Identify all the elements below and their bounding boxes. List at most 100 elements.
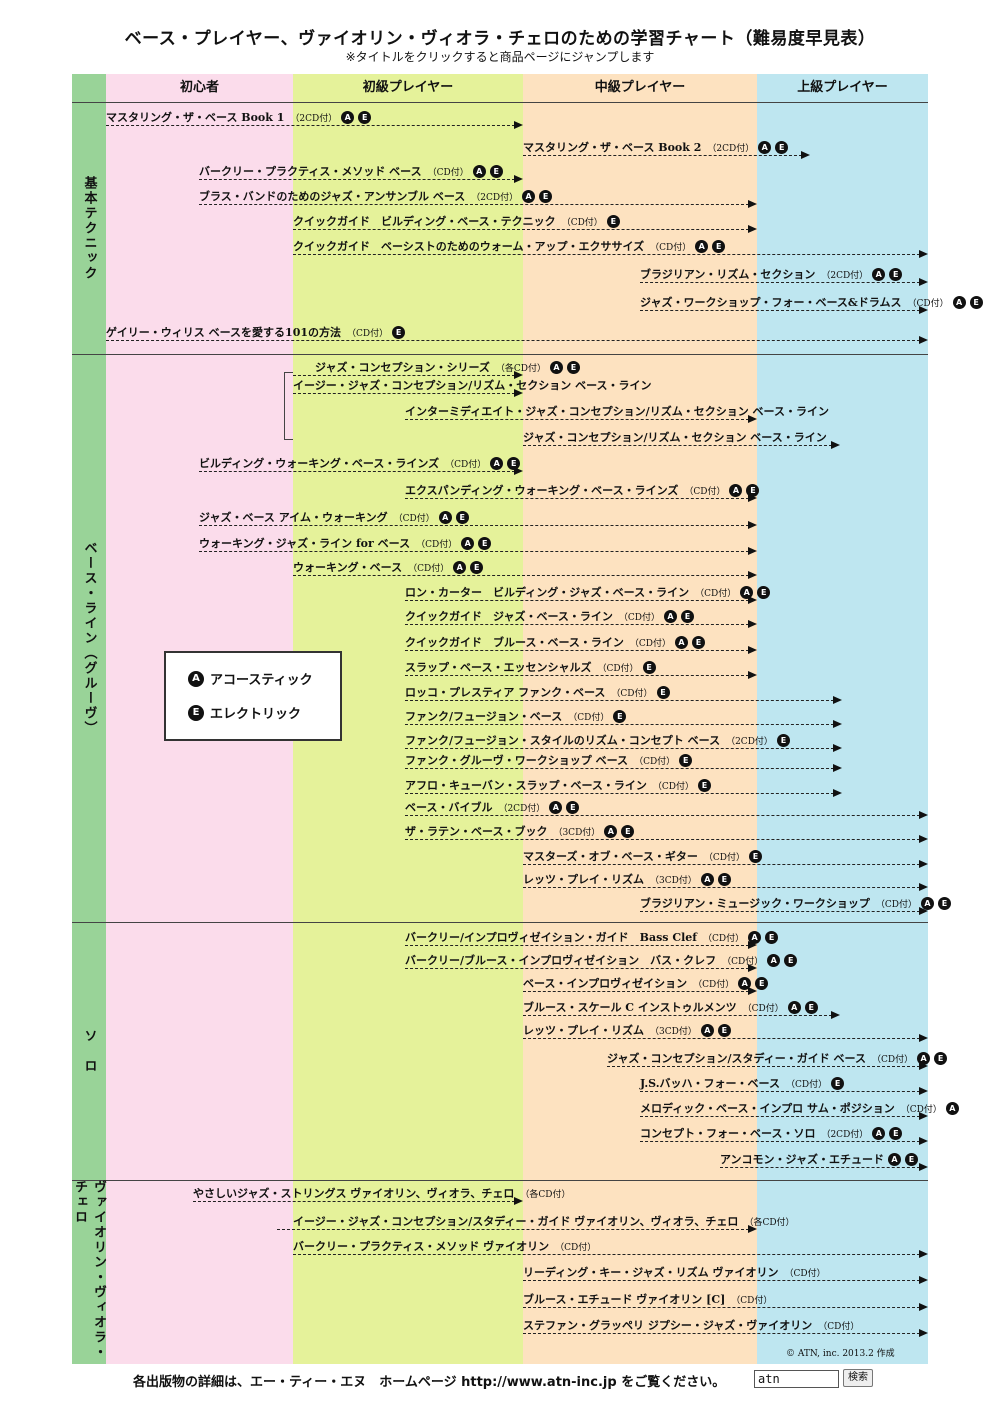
book-row[interactable]: クイックガイド ブルース・ベース・ライン （CD付） A E (405, 633, 757, 657)
book-title-link[interactable]: ベース・インプロヴィゼイション （CD付） A E (523, 975, 769, 991)
book-row[interactable]: ジャズ・ベース アイム・ウォーキング （CD付） A E (199, 508, 757, 532)
book-title[interactable]: ステファン・グラッペリ ジプシー・ジャズ・ヴァイオリン (523, 1319, 813, 1332)
book-row[interactable]: ビルディング・ウォーキング・ベース・ラインズ （CD付） A E (199, 454, 523, 478)
book-title[interactable]: バークリー/インプロヴィゼイション・ガイド Bass Clef (405, 931, 697, 944)
book-title[interactable]: マスタリング・ザ・ベース Book 2 (523, 141, 702, 154)
book-title-link[interactable]: ビルディング・ウォーキング・ベース・ラインズ （CD付） A E (199, 455, 521, 471)
book-title[interactable]: スラップ・ベース・エッセンシャルズ (405, 661, 592, 674)
book-title[interactable]: イージー・ジャズ・コンセプション/リズム・セクション ベース・ライン (293, 379, 652, 392)
book-row[interactable]: J.S.バッハ・フォー・ベース （CD付） E (640, 1074, 928, 1098)
book-title[interactable]: ロッコ・プレスティア ファンク・ベース (405, 686, 606, 699)
book-row[interactable]: ブラジリアン・ミュージック・ワークショップ （CD付） A E (640, 894, 952, 918)
book-row[interactable]: ウォーキング・ベース （CD付） A E (293, 558, 757, 582)
book-title-link[interactable]: インターミディエイト・ジャズ・コンセプション/リズム・セクション ベース・ライン (405, 403, 829, 419)
book-title[interactable]: レッツ・プレイ・リズム (523, 1024, 644, 1037)
book-row[interactable]: コンセプト・フォー・ベース・ソロ （2CD付） A E (640, 1124, 928, 1148)
book-title[interactable]: インターミディエイト・ジャズ・コンセプション/リズム・セクション ベース・ライン (405, 405, 829, 418)
book-title[interactable]: J.S.バッハ・フォー・ベース (640, 1077, 781, 1090)
book-row[interactable]: ジャズ・ワークショップ・フォー・ベース&ドラムス （CD付） A E (640, 293, 983, 317)
book-title-link[interactable]: ジャズ・コンセプション/リズム・セクション ベース・ライン (523, 429, 827, 445)
book-title-link[interactable]: コンセプト・フォー・ベース・ソロ （2CD付） A E (640, 1125, 903, 1141)
book-title[interactable]: アンコモン・ジャズ・エチュード (720, 1153, 885, 1166)
book-row[interactable]: ジャズ・コンセプション・シリーズ （各CD付） A E (293, 358, 581, 382)
book-row[interactable]: バークリー・プラクティス・メソッド ベース （CD付） A E (199, 162, 523, 186)
book-row[interactable]: インターミディエイト・ジャズ・コンセプション/リズム・セクション ベース・ライン (405, 402, 829, 426)
book-row[interactable]: ファンク/フュージョン・ベース （CD付） E (405, 707, 842, 731)
book-title[interactable]: ファンク/フュージョン・スタイルのリズム・コンセプト ベース (405, 734, 721, 747)
book-title-link[interactable]: クイックガイド ジャズ・ベース・ライン （CD付） A E (405, 608, 695, 624)
book-title[interactable]: ジャズ・ワークショップ・フォー・ベース&ドラムス (640, 296, 902, 309)
book-title[interactable]: ブラジリアン・ミュージック・ワークショップ (640, 897, 870, 910)
book-title-link[interactable]: クイックガイド ビルディング・ベース・テクニック （CD付） E (293, 213, 620, 229)
book-title-link[interactable]: ファンク・グルーヴ・ワークショップ ベース （CD付） E (405, 752, 693, 768)
book-row[interactable]: エクスパンディング・ウォーキング・ベース・ラインズ （CD付） A E (405, 481, 760, 505)
book-title-link[interactable]: バークリー/ブルース・インプロヴィゼイション バス・クレフ （CD付） A E (405, 952, 798, 968)
book-title-link[interactable]: マスタリング・ザ・ベース Book 1 （2CD付） A E (106, 109, 372, 125)
book-title[interactable]: ザ・ラテン・ベース・ブック (405, 825, 548, 838)
book-title[interactable]: ブルース・エチュード ヴァイオリン [C] (523, 1293, 726, 1306)
book-row[interactable]: ブルース・エチュード ヴァイオリン [C] （CD付） (523, 1290, 928, 1314)
book-row[interactable]: バークリー/インプロヴィゼイション・ガイド Bass Clef （CD付） A E (405, 928, 779, 952)
book-title-link[interactable]: ファンク/フュージョン・ベース （CD付） E (405, 708, 627, 724)
book-row[interactable]: リーディング・キー・ジャズ・リズム ヴァイオリン （CD付） (523, 1263, 928, 1287)
book-title[interactable]: バークリー/ブルース・インプロヴィゼイション バス・クレフ (405, 954, 717, 967)
book-row[interactable]: ブラジリアン・リズム・セクション （2CD付） A E (640, 265, 928, 289)
book-title[interactable]: マスターズ・オブ・ベース・ギター (523, 850, 698, 863)
book-title-link[interactable]: ザ・ラテン・ベース・ブック （3CD付） A E (405, 823, 635, 839)
book-title-link[interactable]: ブラジリアン・ミュージック・ワークショップ （CD付） A E (640, 895, 952, 911)
book-title[interactable]: ビルディング・ウォーキング・ベース・ラインズ (199, 457, 440, 470)
search-input[interactable]: atn (754, 1370, 839, 1388)
book-row[interactable]: ザ・ラテン・ベース・ブック （3CD付） A E (405, 822, 928, 846)
book-row[interactable]: クイックガイド ベーシストのためのウォーム・アップ・エクササイズ （CD付） A E (293, 237, 928, 261)
book-title[interactable]: ロン・カーター ビルディング・ジャズ・ベース・ライン (405, 586, 690, 599)
book-row[interactable]: イージー・ジャズ・コンセプション/スタディー・ガイド ヴァイオリン、ヴィオラ、チ… (277, 1212, 795, 1236)
book-title-link[interactable]: ジャズ・コンセプション/スタディー・ガイド ベース （CD付） A E (607, 1050, 948, 1066)
book-title[interactable]: メロディック・ベース・インプロ サム・ポジション (640, 1102, 895, 1115)
book-title[interactable]: ウォーキング・ベース (293, 561, 403, 574)
book-row[interactable]: アンコモン・ジャズ・エチュード A E (720, 1150, 928, 1174)
book-title-link[interactable]: エクスパンディング・ウォーキング・ベース・ラインズ （CD付） A E (405, 482, 760, 498)
book-title-link[interactable]: ロッコ・プレスティア ファンク・ベース （CD付） E (405, 684, 670, 700)
book-title[interactable]: クイックガイド ベーシストのためのウォーム・アップ・エクササイズ (293, 240, 645, 253)
book-title-link[interactable]: アフロ・キューバン・スラップ・ベース・ライン （CD付） E (405, 777, 711, 793)
book-title-link[interactable]: レッツ・プレイ・リズム （3CD付） A E (523, 1022, 731, 1038)
book-row[interactable]: ジャズ・コンセプション/スタディー・ガイド ベース （CD付） A E (607, 1049, 948, 1073)
book-row[interactable]: ベース・インプロヴィゼイション （CD付） A E (523, 974, 769, 998)
book-title-link[interactable]: ジャズ・コンセプション・シリーズ （各CD付） A E (315, 359, 581, 375)
book-title[interactable]: ジャズ・コンセプション/リズム・セクション ベース・ライン (523, 431, 827, 444)
book-row[interactable]: レッツ・プレイ・リズム （3CD付） A E (523, 1021, 928, 1045)
book-title[interactable]: バークリー・プラクティス・メソッド ベース (199, 165, 422, 178)
book-row[interactable]: マスターズ・オブ・ベース・ギター （CD付） E (523, 847, 928, 871)
book-row[interactable]: ファンク・グルーヴ・ワークショップ ベース （CD付） E (405, 751, 842, 775)
book-row[interactable]: イージー・ジャズ・コンセプション/リズム・セクション ベース・ライン (293, 376, 652, 400)
book-row[interactable]: アフロ・キューバン・スラップ・ベース・ライン （CD付） E (405, 776, 842, 800)
book-title-link[interactable]: ゲイリー・ウィリス ベースを愛する101の方法 （CD付） E (106, 324, 406, 340)
book-row[interactable]: マスタリング・ザ・ベース Book 1 （2CD付） A E (106, 108, 523, 132)
book-row[interactable]: ブラス・バンドのためのジャズ・アンサンブル ベース （2CD付） A E (199, 187, 757, 211)
book-title[interactable]: ベース・インプロヴィゼイション (523, 977, 688, 990)
book-title-link[interactable]: イージー・ジャズ・コンセプション/リズム・セクション ベース・ライン (293, 377, 652, 393)
book-title[interactable]: レッツ・プレイ・リズム (523, 873, 644, 886)
book-title[interactable]: エクスパンディング・ウォーキング・ベース・ラインズ (405, 484, 679, 497)
book-title-link[interactable]: ロン・カーター ビルディング・ジャズ・ベース・ライン （CD付） A E (405, 584, 771, 600)
book-row[interactable]: マスタリング・ザ・ベース Book 2 （2CD付） A E (523, 138, 810, 162)
book-title-link[interactable]: やさしいジャズ・ストリングス ヴァイオリン、ヴィオラ、チェロ （各CD付） (193, 1185, 571, 1201)
book-title[interactable]: イージー・ジャズ・コンセプション/スタディー・ガイド ヴァイオリン、ヴィオラ、チ… (293, 1215, 739, 1228)
book-title[interactable]: ジャズ・コンセプション/スタディー・ガイド ベース (607, 1052, 866, 1065)
book-title-link[interactable]: ブラス・バンドのためのジャズ・アンサンブル ベース （2CD付） A E (199, 188, 553, 204)
book-title[interactable]: ブルース・スケール C インストゥルメンツ (523, 1001, 737, 1014)
book-title-link[interactable]: イージー・ジャズ・コンセプション/スタディー・ガイド ヴァイオリン、ヴィオラ、チ… (293, 1213, 795, 1229)
book-title-link[interactable]: スラップ・ベース・エッセンシャルズ （CD付） E (405, 659, 656, 675)
book-row[interactable]: スラップ・ベース・エッセンシャルズ （CD付） E (405, 658, 757, 682)
book-title[interactable]: マスタリング・ザ・ベース Book 1 (106, 111, 285, 124)
book-row[interactable]: バークリー/ブルース・インプロヴィゼイション バス・クレフ （CD付） A E (405, 951, 798, 975)
book-title[interactable]: アフロ・キューバン・スラップ・ベース・ライン (405, 779, 647, 792)
book-row[interactable]: ゲイリー・ウィリス ベースを愛する101の方法 （CD付） E (106, 323, 928, 347)
book-title-link[interactable]: ステファン・グラッペリ ジプシー・ジャズ・ヴァイオリン （CD付） (523, 1317, 859, 1333)
book-row[interactable]: ベース・バイブル （2CD付） A E (405, 798, 928, 822)
book-title-link[interactable]: ファンク/フュージョン・スタイルのリズム・コンセプト ベース （2CD付） E (405, 732, 790, 748)
book-title-link[interactable]: ブルース・スケール C インストゥルメンツ （CD付） A E (523, 999, 818, 1015)
book-title-link[interactable]: ジャズ・ワークショップ・フォー・ベース&ドラムス （CD付） A E (640, 294, 983, 310)
book-title-link[interactable]: バークリー・プラクティス・メソッド ヴァイオリン （CD付） (293, 1238, 596, 1254)
book-title-link[interactable]: ウォーキング・ベース （CD付） A E (293, 559, 484, 575)
